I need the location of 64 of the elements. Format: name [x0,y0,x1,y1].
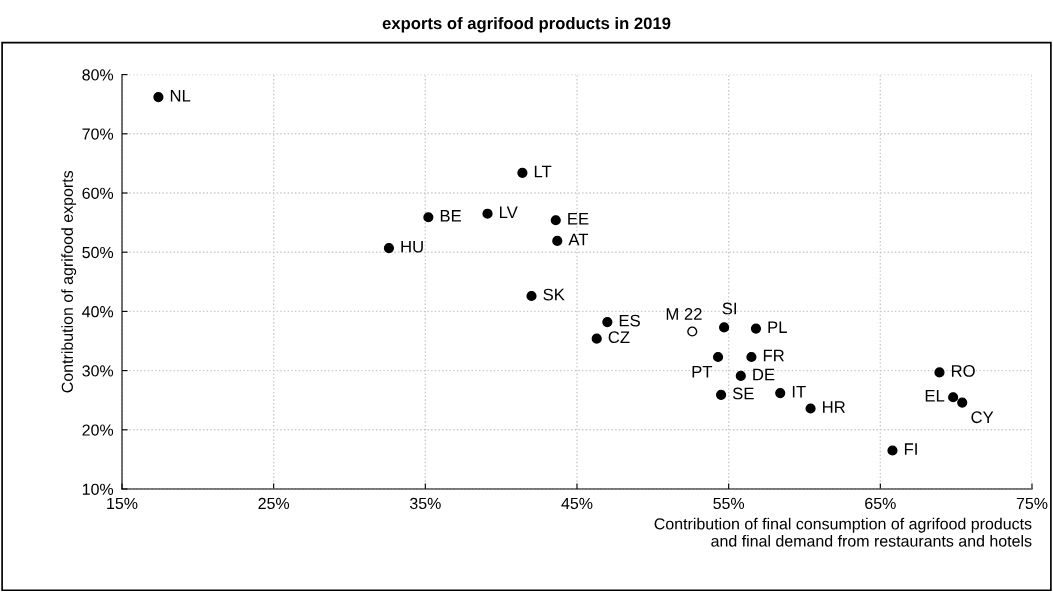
y-tick-label: 40% [82,306,114,318]
annotation: HR [823,401,845,413]
annotation: SE [732,387,754,400]
y-tick-label: 20% [82,424,114,436]
annotation: FR [763,349,784,362]
point [805,403,816,414]
y-tick-label: 30% [82,365,114,377]
x-tick-label: 65% [865,497,896,510]
annotation: IT [792,385,806,398]
point [550,215,561,226]
x-axis-title: Contribution of final consumption of agrifood products and final demand from restaurants and hotels [654,517,1032,547]
annotation: RO [951,365,975,377]
annotation: M 22 [666,308,702,320]
point [602,316,613,328]
x-tick-label: 75% [1016,497,1048,510]
point [750,323,762,334]
annotation: FI [904,443,917,455]
point [735,370,746,382]
point [715,389,727,400]
point [934,367,945,378]
annotation: AT [568,233,589,246]
annotation: LT [534,165,552,178]
point [948,392,959,403]
annotation: PL [768,321,787,333]
annotation: BE [440,210,461,222]
annotation: DE [753,368,775,381]
annotation: LV [499,206,518,219]
chart-title: exports of agrifood products in 2019 [382,16,671,33]
y-tick-label: 70% [82,128,114,140]
annotation: SK [543,288,565,301]
y-tick-label: 80% [82,69,114,81]
point [687,326,698,337]
x-tick-label: 25% [258,497,290,510]
point [552,235,563,247]
y-axis-title: Contribution of agrifood exports [61,170,77,393]
annotation: HU [401,240,423,253]
y-tick-label: 60% [82,187,114,199]
x-tick-label: 35% [409,497,441,510]
point [423,212,434,223]
y-tick-label: 50% [82,246,114,259]
point [482,208,493,219]
annotation: ES [619,314,640,327]
point [526,290,537,302]
point [775,388,786,399]
x-tick-label: 55% [713,497,745,510]
annotation: PT [692,365,713,378]
annotation: NL [170,89,191,102]
y-tick-label: 10% [82,483,114,495]
point [719,322,730,333]
point [517,167,528,178]
annotation: EE [568,213,589,225]
point [591,333,602,344]
annotation: EL [925,390,945,402]
x-tick-label: 45% [561,497,593,510]
annotation: CY [971,411,994,424]
x-tick-label: 15% [107,497,138,510]
point [383,242,395,254]
annotation: CZ [608,331,630,344]
point [746,351,757,363]
point [887,445,898,456]
point [712,351,724,363]
point [153,92,164,103]
point [957,397,968,408]
annotation: SI [722,302,737,315]
